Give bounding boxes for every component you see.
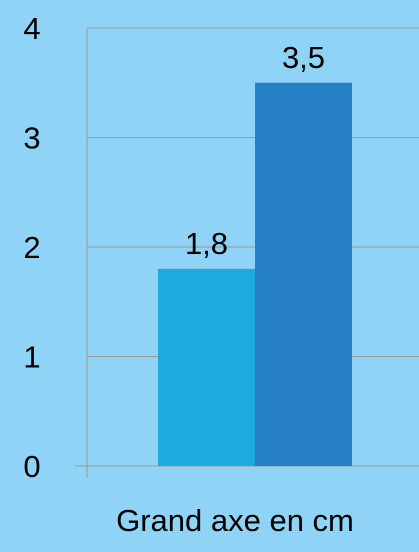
y-tick-labels: 0 1 2 3 4	[23, 11, 40, 484]
data-labels: 1,8 3,5	[185, 40, 325, 261]
y-tick-label: 3	[23, 121, 40, 156]
bar	[255, 82, 352, 466]
x-axis-label: Grand axe en cm	[116, 503, 354, 538]
data-label: 3,5	[282, 40, 325, 75]
y-tick-label: 4	[23, 11, 40, 46]
bar	[158, 268, 255, 466]
y-tick-label: 0	[23, 449, 40, 484]
bars	[158, 82, 352, 466]
y-tick-label: 2	[23, 230, 40, 265]
data-label: 1,8	[185, 226, 228, 261]
y-tick-label: 1	[23, 340, 40, 375]
